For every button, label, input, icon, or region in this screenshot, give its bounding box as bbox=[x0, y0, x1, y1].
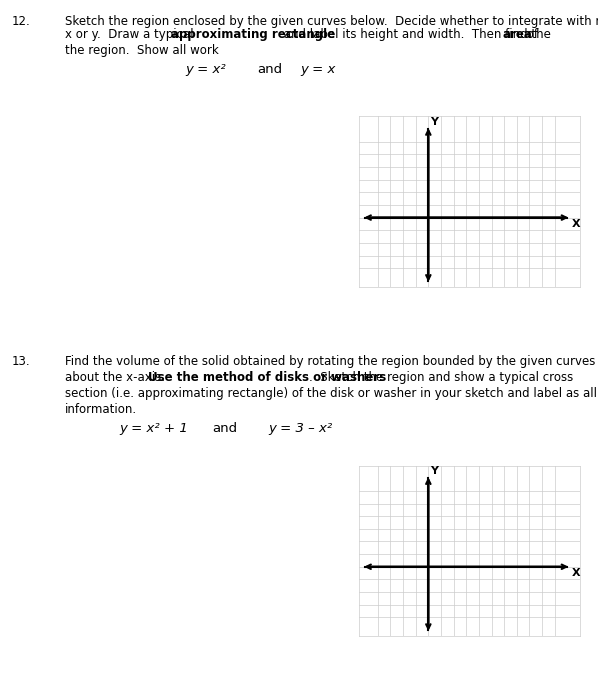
Text: Y: Y bbox=[430, 116, 438, 127]
Text: X: X bbox=[572, 568, 581, 578]
Text: and: and bbox=[212, 422, 237, 435]
Text: 12.: 12. bbox=[12, 15, 30, 28]
Text: information.: information. bbox=[65, 403, 137, 416]
Text: and: and bbox=[257, 63, 282, 76]
Text: 13.: 13. bbox=[12, 355, 30, 368]
Text: and label its height and width.  Then find the: and label its height and width. Then fin… bbox=[280, 28, 555, 41]
Text: Use the method of disks or washers: Use the method of disks or washers bbox=[148, 371, 386, 384]
Text: .  Sketch the region and show a typical cross: . Sketch the region and show a typical c… bbox=[309, 371, 573, 384]
Text: of: of bbox=[523, 28, 538, 41]
Text: about the x-axis.: about the x-axis. bbox=[65, 371, 172, 384]
Text: y = x²: y = x² bbox=[185, 63, 226, 76]
Text: x or y.  Draw a typical: x or y. Draw a typical bbox=[65, 28, 197, 41]
Text: area: area bbox=[503, 28, 533, 41]
Text: the region.  Show all work: the region. Show all work bbox=[65, 44, 218, 57]
Text: y = x: y = x bbox=[301, 63, 336, 76]
Text: approximating rectangle: approximating rectangle bbox=[171, 28, 335, 41]
Text: Sketch the region enclosed by the given curves below.  Decide whether to integra: Sketch the region enclosed by the given … bbox=[65, 15, 598, 28]
Text: y = x² + 1: y = x² + 1 bbox=[120, 422, 188, 435]
Text: y = 3 – x²: y = 3 – x² bbox=[268, 422, 332, 435]
Text: X: X bbox=[572, 219, 581, 229]
Text: Find the volume of the solid obtained by rotating the region bounded by the give: Find the volume of the solid obtained by… bbox=[65, 355, 598, 368]
Text: Y: Y bbox=[430, 466, 438, 476]
Text: section (i.e. approximating rectangle) of the disk or washer in your sketch and : section (i.e. approximating rectangle) o… bbox=[65, 387, 598, 400]
